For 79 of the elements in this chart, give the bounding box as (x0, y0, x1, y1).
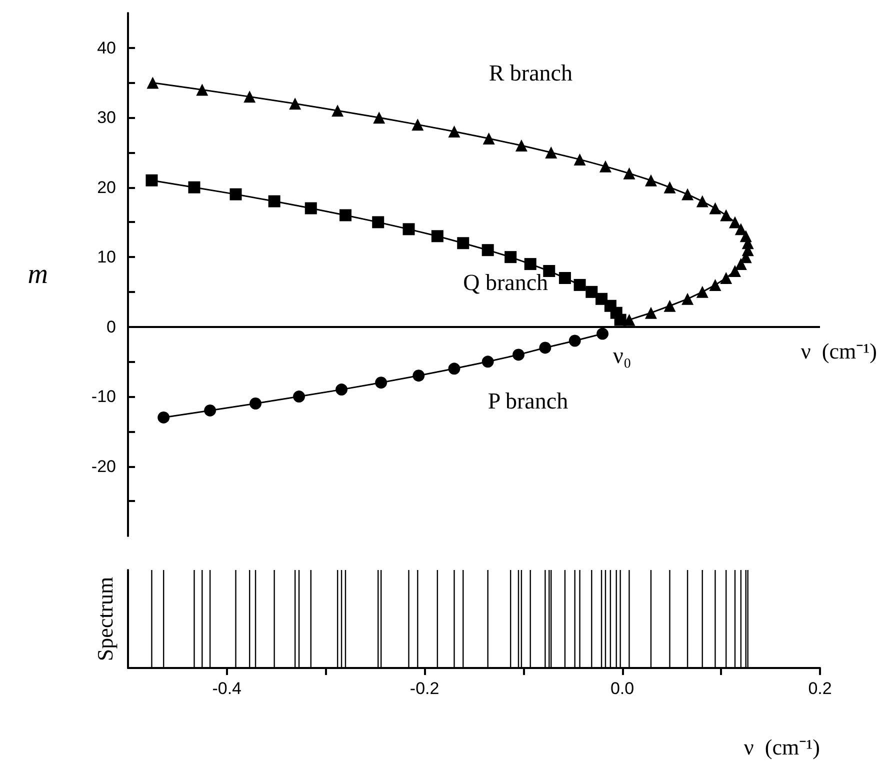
point (188, 181, 200, 194)
point (623, 167, 636, 180)
point (268, 195, 280, 208)
x-tick-label: 0.0 (610, 679, 634, 698)
point (373, 112, 386, 124)
point (372, 216, 384, 228)
point (524, 258, 536, 270)
text: R branch (488, 60, 573, 86)
point (545, 146, 558, 158)
point (146, 76, 159, 89)
point (539, 342, 552, 354)
point (568, 334, 581, 347)
point (244, 90, 256, 103)
point (734, 258, 747, 270)
x-tick-label: -0.2 (410, 679, 440, 698)
y-tick-label: 40 (97, 38, 116, 58)
y-tick-label: -20 (91, 456, 116, 476)
point (682, 292, 694, 305)
point (558, 272, 571, 284)
point (709, 202, 722, 214)
point (515, 139, 528, 152)
point (574, 278, 586, 291)
point (664, 181, 676, 194)
point (412, 118, 424, 131)
y-axis-title: Spectrum (92, 576, 118, 662)
point (158, 411, 170, 424)
point (720, 272, 732, 284)
y-axis-title: m (28, 259, 48, 290)
point (644, 174, 657, 186)
point (196, 84, 208, 96)
point (599, 160, 612, 172)
point (250, 398, 262, 410)
point (482, 356, 494, 368)
x-axis-title: ν (cm⁻¹) (744, 734, 820, 760)
y-tick-label: -10 (91, 387, 116, 406)
point (682, 188, 694, 200)
point (644, 306, 657, 319)
point (448, 362, 460, 375)
point (412, 370, 425, 382)
point (289, 98, 302, 110)
point (709, 278, 722, 291)
point (336, 384, 348, 396)
point (293, 390, 306, 403)
point (728, 265, 741, 278)
point (596, 328, 609, 340)
point (696, 286, 708, 298)
point (332, 104, 344, 117)
x-tick-label: -0.4 (212, 679, 242, 698)
point (720, 209, 732, 222)
y-tick-label: 10 (97, 248, 116, 267)
series-label: P branch (488, 388, 569, 414)
point (402, 223, 415, 236)
point (448, 126, 460, 138)
point (431, 230, 444, 242)
point (457, 237, 470, 250)
point (734, 223, 747, 236)
point (375, 376, 388, 389)
point (586, 286, 598, 298)
annotation: ν₀ (613, 343, 632, 368)
y-tick-label: 0 (106, 317, 116, 336)
series-label: Q branch (463, 270, 549, 296)
point (728, 216, 741, 228)
point (339, 209, 352, 222)
point (482, 132, 495, 145)
point (504, 251, 517, 264)
point (574, 153, 586, 166)
point (512, 348, 524, 361)
point (230, 188, 242, 200)
y-tick-label: 30 (97, 108, 116, 128)
point (664, 300, 676, 312)
point (304, 202, 317, 214)
ref-line-label: ν (cm⁻¹) (800, 338, 877, 364)
point (696, 195, 708, 208)
x-tick-label: 0.2 (808, 679, 832, 698)
point (146, 174, 158, 186)
point (482, 244, 494, 256)
point (204, 404, 216, 416)
y-tick-label: 20 (97, 178, 116, 197)
point (596, 292, 608, 305)
